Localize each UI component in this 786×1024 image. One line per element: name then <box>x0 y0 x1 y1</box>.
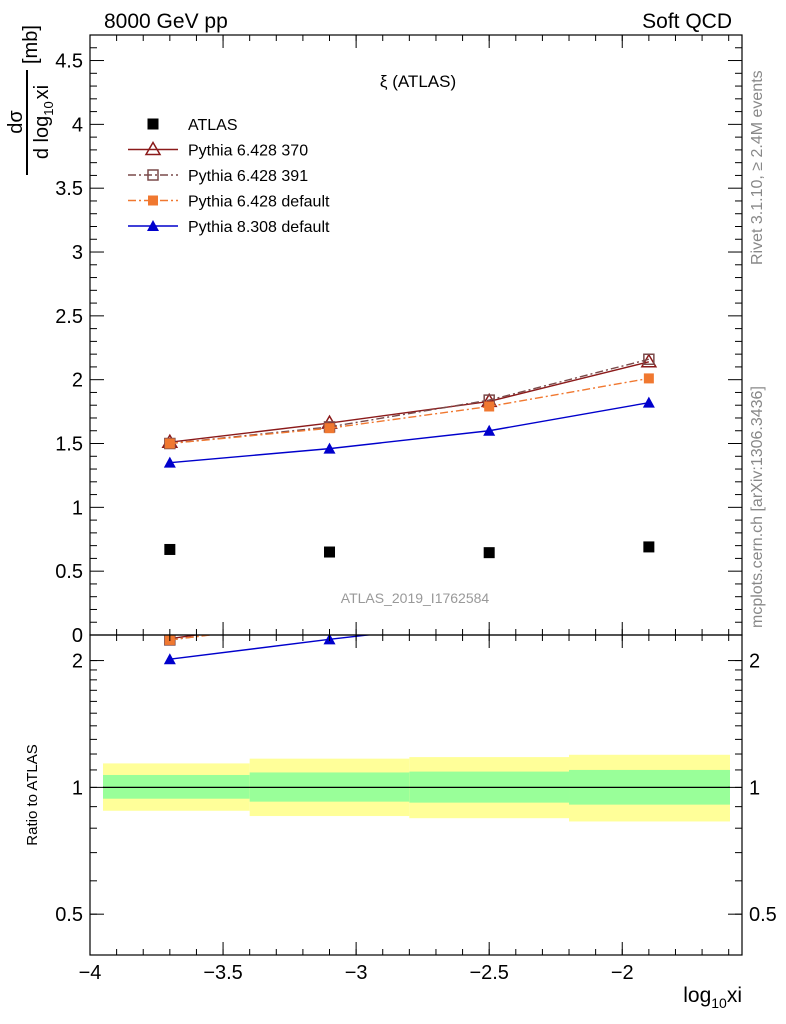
y-tick-label: 3 <box>72 242 83 264</box>
series-point <box>163 456 176 468</box>
data-point <box>324 546 336 558</box>
y-tick-label: 0.5 <box>55 561 83 583</box>
y-axis-label: dσ d log10xi [mb] <box>5 25 56 175</box>
legend-marker <box>147 118 159 130</box>
series-line <box>169 401 649 464</box>
ratio-point <box>163 653 176 665</box>
series-point <box>643 373 654 384</box>
data-point <box>643 541 655 553</box>
series-point <box>164 438 175 449</box>
legend-label: Pythia 6.428 391 <box>188 168 308 185</box>
header-left: 8000 GeV pp <box>104 10 228 33</box>
data-point <box>483 547 495 559</box>
ratio-tick-label: 0.5 <box>55 904 83 926</box>
rivet-label: Rivet 3.1.10, ≥ 2.4M events <box>749 70 766 265</box>
y-tick-label: 2.5 <box>55 306 83 328</box>
legend-marker <box>148 195 158 206</box>
main-clipped <box>161 353 658 559</box>
y-tick-label: 2 <box>72 370 83 392</box>
header-right: Soft QCD <box>642 10 732 33</box>
chart-title: ξ (ATLAS) <box>380 72 456 91</box>
ratio-tick-label-right: 1 <box>749 777 760 799</box>
legend-item: ATLAS <box>147 117 238 134</box>
series-point <box>483 424 496 436</box>
series-point <box>323 442 336 454</box>
legend-label: ATLAS <box>188 117 238 134</box>
y-tick-label: 0 <box>72 625 83 647</box>
ratio-clipped <box>103 635 730 822</box>
series-point <box>324 423 335 434</box>
ratio-tick-label-right: 0.5 <box>749 904 777 926</box>
legend-label: Pythia 6.428 370 <box>188 143 308 160</box>
ratio-series-line <box>169 635 374 660</box>
mcplots-label: mcplots.cern.ch [arXiv:1306.3436] <box>749 386 766 628</box>
series-line <box>169 358 650 445</box>
y-tick-label: 3.5 <box>55 178 83 200</box>
y-tick-label: 4.5 <box>55 51 83 73</box>
x-tick-label: −3.5 <box>203 962 242 984</box>
y-label-unit: [mb] <box>20 25 42 64</box>
x-tick-label: −3 <box>345 962 368 984</box>
ratio-y-label: Ratio to ATLAS <box>24 744 41 845</box>
ratio-tick-label: 1 <box>72 777 83 799</box>
x-tick-label: −2.5 <box>469 962 508 984</box>
legend-item: Pythia 8.308 default <box>128 219 330 236</box>
legend: ATLAS Pythia 6.428 370 Pythia 6.428 391 Pyt… <box>128 117 330 236</box>
series-line <box>169 361 650 443</box>
y-tick-label: 4 <box>72 114 83 136</box>
ratio-frame <box>89 634 743 956</box>
legend-marker <box>144 141 162 156</box>
x-tick-label: −2 <box>611 962 634 984</box>
data-point <box>164 543 176 555</box>
ratio-tick-label-right: 2 <box>749 651 760 673</box>
series-point <box>642 396 655 408</box>
legend-label: Pythia 6.428 default <box>188 194 330 211</box>
y-tick-label: 1 <box>72 497 83 519</box>
ratio-tick-label: 2 <box>72 651 83 673</box>
series-point <box>643 353 655 366</box>
y-tick-label: 1.5 <box>55 434 83 456</box>
analysis-label: ATLAS_2019_I1762584 <box>341 590 490 606</box>
series-point <box>484 401 495 412</box>
main-plot: 0 0.5 1 1.5 2 2.5 3 3.5 4 4.5 <box>55 34 743 647</box>
y-label-numerator: dσ <box>5 110 27 134</box>
legend-marker <box>147 220 159 231</box>
y-label-denominator: d log10xi <box>31 85 56 159</box>
legend-label: Pythia 8.308 default <box>188 219 330 236</box>
legend-item: Pythia 6.428 default <box>128 194 330 211</box>
legend-marker <box>147 169 159 181</box>
ratio-plot: −4 −3.5 −3 −2.5 −2 0.5 0.5 1 1 2 2 <box>55 634 777 984</box>
series-line <box>169 377 649 445</box>
x-axis-label: log10xi <box>683 984 742 1011</box>
x-tick-label: −4 <box>79 962 102 984</box>
legend-item: Pythia 6.428 391 <box>128 168 308 185</box>
legend-item: Pythia 6.428 370 <box>128 141 308 160</box>
